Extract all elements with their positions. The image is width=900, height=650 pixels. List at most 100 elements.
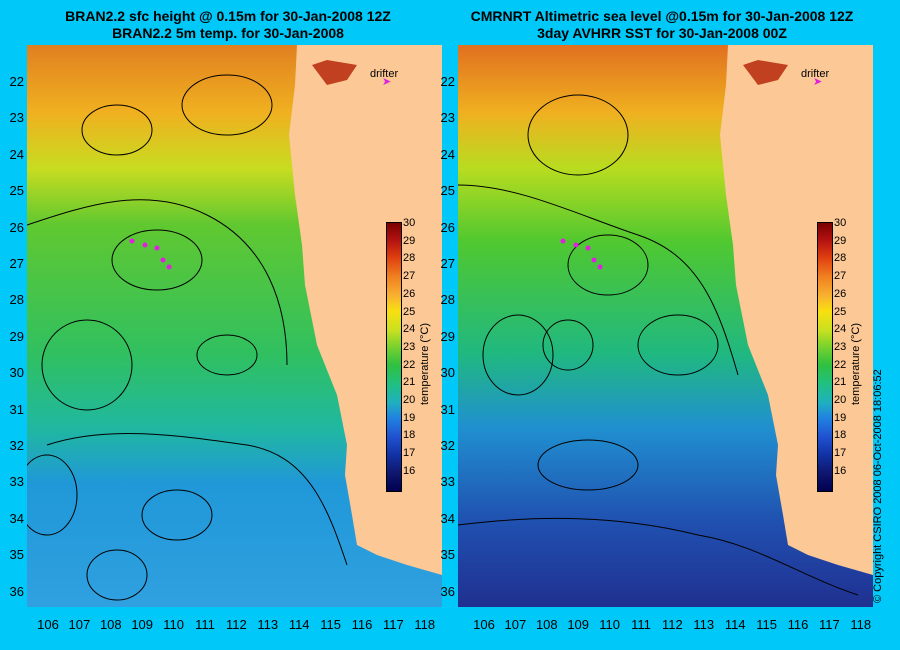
- colorbar-tick: 29: [403, 234, 416, 247]
- colorbar-tick: 17: [403, 447, 416, 460]
- right-title-line2: 3day AVHRR SST for 30-Jan-2008 00Z: [537, 25, 787, 41]
- colorbar-tick: 19: [403, 411, 416, 424]
- right-colorbar-label: temperature (°C): [850, 322, 862, 405]
- colorbar-tick: 17: [834, 447, 847, 460]
- left-contours: [27, 74, 348, 601]
- lat-label: 36: [9, 583, 24, 599]
- colorbar-tick: 26: [834, 287, 847, 300]
- lat-label: 32: [440, 438, 455, 453]
- right-drifter-track: [560, 238, 603, 270]
- colorbar-tick: 24: [834, 323, 847, 336]
- colorbar-tick: 26: [403, 287, 416, 300]
- right-ocean-sst: [458, 45, 873, 607]
- colorbar-tick: 22: [834, 358, 847, 371]
- left-land-brown: [312, 60, 357, 85]
- right-colorbar: [817, 222, 833, 492]
- lat-label: 31: [9, 401, 24, 417]
- lon-label: 107: [68, 617, 91, 632]
- lat-label: 24: [9, 146, 24, 162]
- lat-label: 33: [9, 474, 24, 490]
- lat-label: 30: [440, 365, 455, 381]
- lat-label: 35: [440, 547, 455, 563]
- lat-label: 29: [9, 328, 24, 344]
- lat-label: 27: [9, 256, 24, 271]
- lat-label: 31: [440, 401, 455, 417]
- lon-label: 116: [787, 617, 809, 632]
- lat-label: 25: [440, 183, 455, 199]
- lon-label: 112: [226, 617, 247, 632]
- colorbar-tick: 21: [403, 376, 416, 389]
- colorbar-tick: 20: [403, 394, 416, 406]
- right-drifter-arrow-icon: ➤: [813, 76, 822, 88]
- left-map-svg: ➤: [27, 45, 442, 607]
- lat-label: 32: [9, 438, 24, 453]
- left-title-line1: BRAN2.2 sfc height @ 0.15m for 30-Jan-20…: [65, 8, 391, 24]
- lat-label: 27: [440, 256, 455, 271]
- colorbar-tick: 30: [403, 217, 416, 229]
- right-title-line1: CMRNRT Altimetric sea level @0.15m for 3…: [470, 8, 854, 24]
- left-colorbar-label: temperature (°C): [419, 322, 431, 405]
- colorbar-tick: 16: [834, 464, 847, 477]
- lat-label: 23: [440, 110, 455, 126]
- lon-label: 114: [288, 617, 310, 632]
- lon-label: 113: [257, 617, 279, 632]
- left-drifter-track: [129, 238, 172, 270]
- lat-label: 24: [440, 146, 455, 162]
- colorbar-tick: 28: [403, 252, 416, 265]
- lon-label: 111: [195, 617, 215, 632]
- colorbar-tick: 18: [403, 429, 416, 442]
- lat-label: 23: [9, 110, 24, 126]
- colorbar-tick: 27: [403, 270, 416, 283]
- left-drifter-label: drifter: [370, 68, 399, 80]
- lat-label: 25: [9, 183, 24, 199]
- colorbar-tick: 23: [403, 340, 416, 353]
- colorbar-tick: 25: [403, 305, 416, 318]
- colorbar-tick: 27: [834, 270, 847, 283]
- colorbar-tick: 21: [834, 376, 847, 389]
- colorbar-tick: 19: [834, 411, 847, 424]
- lon-label: 109: [567, 617, 590, 632]
- copyright-text: © Copyright CSIRO 2008 06-Oct-2008 18:06…: [872, 369, 884, 603]
- lat-label: 22: [9, 74, 24, 89]
- lat-label: 26: [440, 219, 455, 235]
- lon-label: 118: [850, 617, 872, 632]
- left-title-line2: BRAN2.2 5m temp. for 30-Jan-2008: [112, 25, 344, 41]
- colorbar-tick: 20: [834, 394, 847, 406]
- colorbar-tick: 18: [834, 429, 847, 442]
- left-panel-title: BRAN2.2 sfc height @ 0.15m for 30-Jan-20…: [18, 8, 438, 42]
- lon-label: 111: [631, 617, 651, 632]
- colorbar-tick: 16: [403, 464, 416, 477]
- lon-label: 113: [693, 617, 715, 632]
- lon-label: 116: [351, 617, 373, 632]
- lat-label: 29: [440, 328, 455, 344]
- colorbar-tick: 28: [834, 252, 847, 265]
- right-land-brown: [743, 60, 788, 85]
- lon-label: 110: [163, 617, 184, 632]
- lon-label: 117: [819, 617, 840, 632]
- right-drifter-label: drifter: [801, 68, 830, 80]
- lon-label: 109: [131, 617, 154, 632]
- lon-label: 115: [756, 617, 777, 632]
- left-map-panel[interactable]: ➤: [27, 45, 442, 607]
- lat-label: 33: [440, 474, 455, 490]
- colorbar-tick: 30: [834, 217, 847, 229]
- lat-label: 26: [9, 219, 24, 235]
- left-drifter-arrow-icon: ➤: [382, 76, 391, 88]
- lon-label: 108: [535, 617, 558, 632]
- lon-label: 107: [504, 617, 527, 632]
- lon-label: 118: [414, 617, 436, 632]
- lat-label: 34: [9, 510, 24, 526]
- right-map-svg: ➤: [458, 45, 873, 607]
- left-colorbar: [386, 222, 402, 492]
- right-map-panel[interactable]: ➤: [458, 45, 873, 607]
- lat-label: 35: [9, 547, 24, 563]
- lon-label: 108: [99, 617, 122, 632]
- right-contours: [458, 94, 859, 596]
- lon-label: 106: [37, 617, 59, 632]
- lat-label: 28: [440, 292, 455, 308]
- colorbar-tick: 29: [834, 234, 847, 247]
- lon-label: 114: [724, 617, 746, 632]
- colorbar-tick: 25: [834, 305, 847, 318]
- colorbar-tick: 23: [834, 340, 847, 353]
- lat-label: 34: [440, 510, 455, 526]
